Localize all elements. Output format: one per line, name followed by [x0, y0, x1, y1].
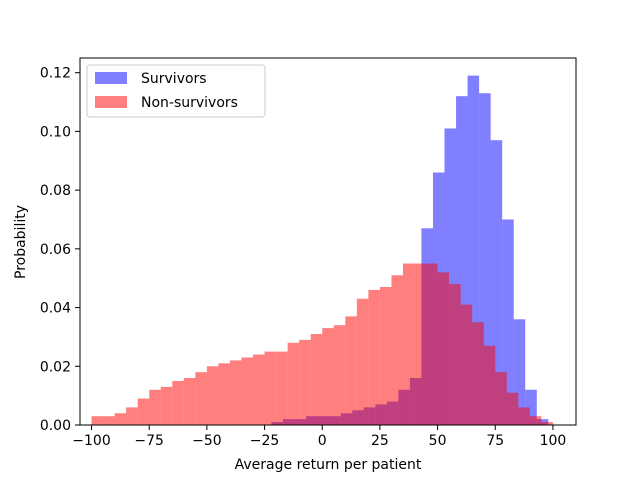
y-tick-label: 0.00	[40, 418, 71, 434]
legend-label-non-survivors: Non-survivors	[141, 95, 238, 111]
bar-survivors	[467, 75, 480, 425]
bar-non-survivors	[426, 263, 438, 425]
x-tick-label: −75	[134, 433, 164, 449]
bar-non-survivors	[103, 416, 115, 425]
bar-non-survivors	[345, 316, 357, 425]
bar-non-survivors	[172, 380, 184, 425]
bar-non-survivors	[414, 263, 427, 425]
x-tick-label: 25	[371, 433, 389, 449]
bar-non-survivors	[195, 372, 207, 425]
x-tick-label: 100	[540, 433, 567, 449]
bar-non-survivors	[114, 413, 127, 425]
bar-non-survivors	[391, 275, 403, 425]
bar-non-survivors	[460, 304, 473, 425]
bar-non-survivors	[449, 284, 461, 425]
bar-non-survivors	[333, 325, 346, 425]
y-tick-label: 0.08	[40, 183, 71, 199]
bar-non-survivors	[149, 389, 161, 425]
bar-non-survivors	[518, 407, 530, 425]
x-tick-label: 75	[486, 433, 504, 449]
bar-non-survivors	[322, 328, 334, 425]
plot-frame	[79, 57, 577, 426]
bar-non-survivors	[287, 342, 300, 425]
bar-survivors	[479, 93, 491, 426]
bar-non-survivors	[472, 322, 484, 425]
bar-non-survivors	[437, 272, 450, 425]
y-axis: 0.00 0.02 0.04 0.06 0.08 0.10 0.12	[40, 66, 80, 434]
legend-label-survivors: Survivors	[141, 71, 207, 87]
y-tick-label: 0.04	[40, 301, 71, 317]
bar-non-survivors	[253, 354, 265, 425]
bar-non-survivors	[310, 333, 323, 425]
bar-survivors	[456, 96, 468, 425]
series-non-survivors	[91, 263, 553, 425]
bar-non-survivors	[218, 363, 230, 425]
bar-non-survivors	[137, 398, 150, 425]
bar-survivors	[525, 389, 537, 425]
x-axis-label: Average return per patient	[235, 457, 422, 473]
bar-non-survivors	[356, 298, 369, 425]
bar-survivors	[502, 219, 514, 425]
bar-non-survivors	[183, 378, 196, 425]
y-tick-label: 0.06	[40, 242, 71, 258]
bar-survivors	[490, 140, 503, 425]
bars-layer	[91, 75, 553, 426]
bar-survivors	[513, 319, 526, 425]
x-tick-label: −50	[192, 433, 222, 449]
y-tick-label: 0.02	[40, 359, 71, 375]
bar-non-survivors	[229, 360, 242, 425]
bar-non-survivors	[541, 422, 553, 425]
bar-non-survivors	[91, 416, 104, 425]
bar-non-survivors	[379, 287, 392, 425]
x-tick-label: 50	[429, 433, 447, 449]
bar-non-survivors	[264, 351, 277, 425]
bar-non-survivors	[495, 372, 507, 425]
bar-non-survivors	[126, 407, 138, 425]
x-axis: −100 −75 −50 −25 0 25 50 75 100	[72, 425, 566, 449]
bar-non-survivors	[206, 366, 219, 425]
bar-non-survivors	[483, 345, 496, 425]
bar-non-survivors	[241, 357, 254, 425]
bar-non-survivors	[160, 386, 173, 425]
bar-non-survivors	[368, 289, 380, 425]
x-tick-label: −25	[250, 433, 280, 449]
bar-survivors	[444, 128, 457, 426]
bar-non-survivors	[402, 263, 415, 425]
legend: Survivors Non-survivors	[86, 64, 266, 118]
legend-swatch-survivors	[95, 72, 127, 84]
y-tick-label: 0.10	[40, 124, 71, 140]
y-tick-label: 0.12	[40, 66, 71, 82]
bar-non-survivors	[299, 339, 311, 425]
bar-non-survivors	[529, 416, 542, 425]
x-tick-label: 0	[318, 433, 327, 449]
x-tick-label: −100	[72, 433, 110, 449]
bar-non-survivors	[506, 392, 519, 425]
legend-swatch-non-survivors	[95, 96, 127, 108]
y-axis-label: Probability	[13, 205, 29, 279]
legend-box	[86, 64, 266, 118]
bar-non-survivors	[276, 351, 288, 425]
